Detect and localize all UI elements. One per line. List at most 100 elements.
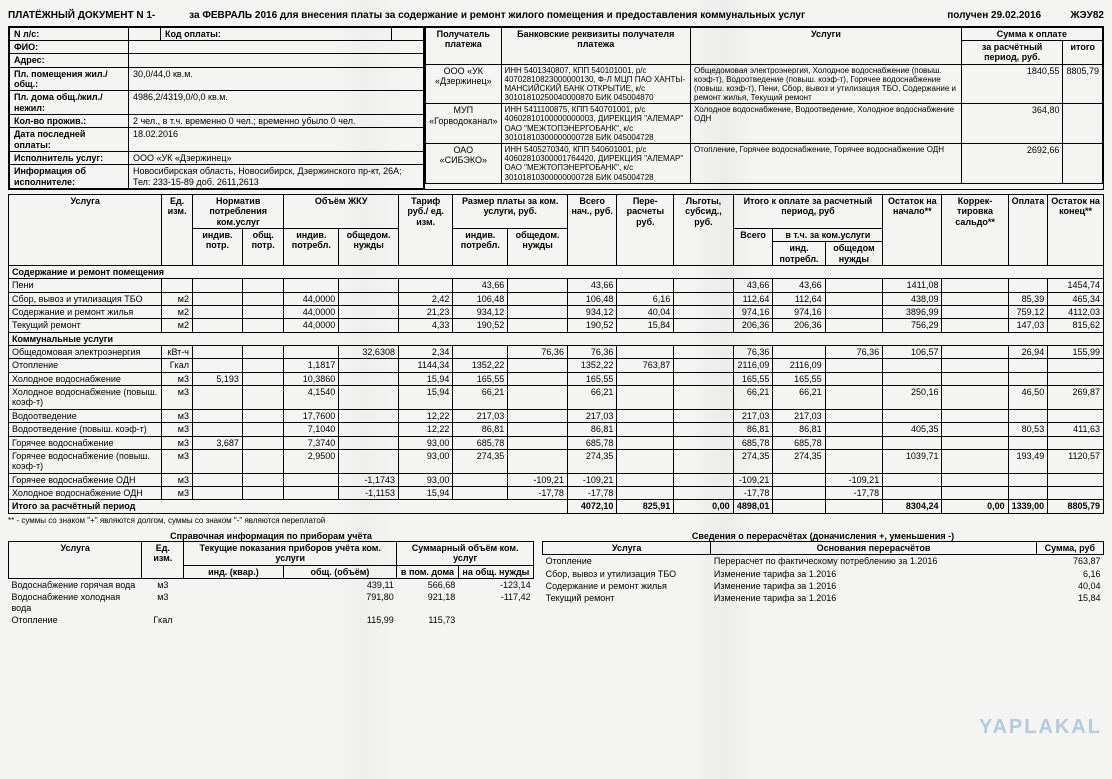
cell-end: 4112,03: [1048, 306, 1104, 319]
cell-tot: 274,35: [567, 449, 616, 473]
bottom-block: Справочная информация по приборам учёта …: [8, 531, 1104, 627]
cell-per: 15,84: [617, 319, 674, 332]
cell-n: Горячее водоснабжение ОДН: [9, 473, 162, 486]
rcp-period: 2692,66: [961, 144, 1063, 184]
cell-n: Водоотведение (повыш. коэф-т): [9, 423, 162, 436]
house-label: Пл. дома общ./жил./нежил:: [10, 91, 129, 115]
cell-u: м3: [162, 486, 193, 499]
mh-c4: Тариф руб./ ед. изм.: [398, 194, 452, 265]
total-kor: 0,00: [942, 500, 1008, 513]
cell-op: [242, 473, 283, 486]
exec-val: ООО «УК «Дзержинец»: [128, 151, 423, 164]
mt-h3: Суммарный объём ком. услуг: [397, 541, 534, 565]
cell-iv: 44,0000: [284, 306, 339, 319]
cell-pi: 86,81: [453, 423, 508, 436]
cell-opl: [1008, 279, 1048, 292]
cell-end: [1048, 486, 1104, 499]
cell-end: [1048, 473, 1104, 486]
cell-u: м3: [162, 473, 193, 486]
cell-kor: [942, 359, 1008, 372]
cell-iv: 7,1040: [284, 423, 339, 436]
cell-ipi: 43,66: [773, 279, 825, 292]
cell-ip: 76,36: [733, 346, 773, 359]
cell-u: м3: [162, 449, 193, 473]
cell-end: 1454,74: [1048, 279, 1104, 292]
cell-op: [242, 306, 283, 319]
recipients-table: Получатель платежа Банковские реквизиты …: [425, 27, 1103, 184]
cell-tot: 86,81: [567, 423, 616, 436]
cell-op: [242, 292, 283, 305]
cell-pi: [453, 346, 508, 359]
meters-table: Услуга Ед. изм. Текущие показания прибор…: [8, 541, 534, 626]
cell-np: [192, 449, 242, 473]
total-end: 8805,79: [1048, 500, 1104, 513]
cell-t: 93,00: [398, 436, 452, 449]
area-label: Пл. помещения жил./общ.:: [10, 67, 129, 91]
meter-unit: м3: [142, 578, 184, 591]
mh-c9b1: инд. потребл.: [773, 242, 825, 266]
meter-d: -117,42: [458, 591, 533, 614]
cell-ost: [883, 436, 942, 449]
meter-c: 921,18: [397, 591, 458, 614]
cell-lg: [674, 359, 733, 372]
cell-end: 1120,57: [1048, 449, 1104, 473]
cell-per: [617, 386, 674, 410]
recalc-name: Сбор, вывоз и утилизация ТБО: [543, 568, 711, 580]
cell-end: [1048, 436, 1104, 449]
rcp-bank: ИНН 5405270340, КПП 540601001, р/с 40602…: [501, 144, 691, 184]
cell-ov: [339, 319, 399, 332]
cell-opl: [1008, 409, 1048, 422]
total-lg: 0,00: [674, 500, 733, 513]
cell-t: 21,23: [398, 306, 452, 319]
cell-per: [617, 486, 674, 499]
recalc-title: Сведения о перерасчётах (доначисления +,…: [542, 531, 1104, 541]
cell-kor: [942, 486, 1008, 499]
header-title-mid: за ФЕВРАЛЬ 2016 для внесения платы за со…: [189, 8, 947, 24]
rcp-total: [1063, 144, 1103, 184]
meter-a: [184, 591, 283, 614]
cell-t: 12,22: [398, 423, 452, 436]
cell-ipo: [825, 372, 883, 385]
cell-ipi: 86,81: [773, 423, 825, 436]
cell-opl: [1008, 372, 1048, 385]
recalc-sum: 6,16: [1036, 568, 1103, 580]
cell-pi: 934,12: [453, 306, 508, 319]
cell-op: [242, 409, 283, 422]
cell-iv: 17,7600: [284, 409, 339, 422]
cell-ipo: [825, 386, 883, 410]
cell-po: [508, 386, 568, 410]
rcp-total: 8805,79: [1063, 64, 1103, 104]
cell-ov: [339, 372, 399, 385]
cell-opl: 46,50: [1008, 386, 1048, 410]
cell-kor: [942, 279, 1008, 292]
cell-po: [508, 292, 568, 305]
cell-opl: 85,39: [1008, 292, 1048, 305]
cell-opl: [1008, 359, 1048, 372]
cell-ost: 756,29: [883, 319, 942, 332]
lastpay-label: Дата последней оплаты:: [10, 128, 129, 152]
cell-opl: [1008, 486, 1048, 499]
recalc-reason: Перерасчет по фактическому потреблению з…: [711, 555, 1036, 568]
cell-ost: [883, 359, 942, 372]
mh-c9: Итого к оплате за расчетный период, руб: [733, 194, 883, 228]
cell-ipo: [825, 319, 883, 332]
cell-ost: 1411,08: [883, 279, 942, 292]
cell-u: м2: [162, 292, 193, 305]
cell-per: [617, 409, 674, 422]
mh-c3b: общедом. нужды: [339, 229, 399, 266]
cell-po: [508, 359, 568, 372]
rcp-bank: ИНН 5401340807, КПП 540101001, р/с 40702…: [501, 64, 691, 104]
total-tot: 4072,10: [567, 500, 616, 513]
total-label: Итого за расчётный период: [9, 500, 568, 513]
acc-label: N л/с:: [10, 27, 129, 40]
cell-n: Общедомовая электроэнергия: [9, 346, 162, 359]
recalc-reason: Изменение тарифа за 1.2016: [711, 568, 1036, 580]
cell-ov: [339, 306, 399, 319]
cell-op: [242, 386, 283, 410]
cell-per: [617, 346, 674, 359]
cell-end: 815,62: [1048, 319, 1104, 332]
cell-tot: 106,48: [567, 292, 616, 305]
code-val: [391, 27, 423, 40]
cell-iv: 44,0000: [284, 319, 339, 332]
execinfo-val: Новосибирская область, Новосибирск, Дзер…: [128, 165, 423, 189]
